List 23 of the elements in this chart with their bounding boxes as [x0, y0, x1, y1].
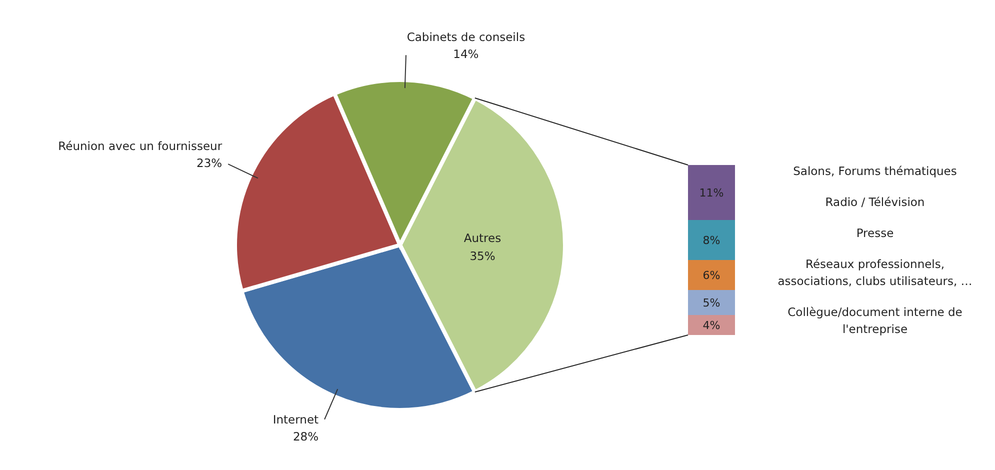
slice-label: Internet: [272, 412, 320, 426]
data-label: 6%: [702, 269, 720, 282]
slice-label: Réunion avec un fournisseur: [58, 139, 222, 154]
text: Radio / Télévision: [825, 195, 925, 209]
data-label: 28%: [292, 429, 319, 444]
data-label: 14%: [453, 47, 479, 62]
slice-label: Autres: [464, 231, 502, 245]
text: Collègue/document interne de l'entreprise: [788, 305, 962, 336]
data-label: 8%: [702, 234, 720, 247]
bar: [688, 165, 735, 220]
text: Réseaux professionnels, associations, clubs utilisateurs, …: [778, 257, 972, 288]
data-label: 35%: [470, 249, 496, 263]
bar: [688, 260, 735, 290]
bar: [688, 315, 735, 335]
data-label: 4%: [702, 319, 720, 332]
slice-label: Cabinets de conseils: [406, 30, 526, 44]
text: Salons, Forums thématiques: [793, 164, 957, 178]
bar: [688, 220, 735, 260]
data-label: 5%: [702, 296, 720, 310]
data-label: 11%: [699, 186, 724, 200]
bar: [688, 290, 735, 315]
text: Presse: [856, 226, 894, 240]
data-label: 23%: [196, 156, 222, 170]
